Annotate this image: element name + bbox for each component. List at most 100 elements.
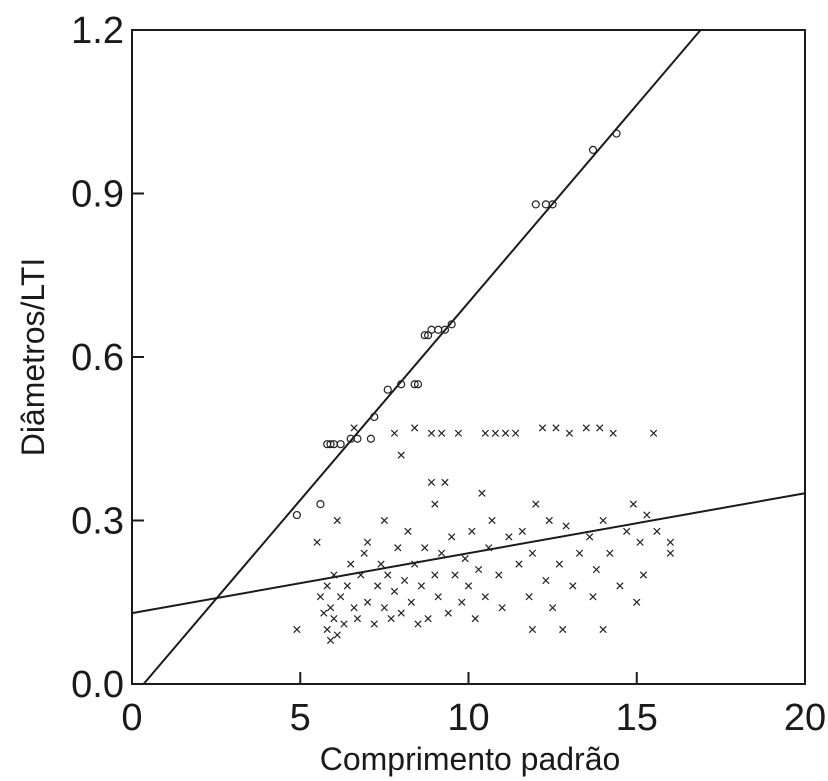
x-point — [326, 604, 335, 612]
x-point — [555, 560, 563, 568]
x-point — [666, 538, 675, 546]
data-points — [292, 129, 675, 645]
x-point — [363, 538, 372, 546]
x-point — [461, 555, 469, 563]
x-point — [451, 571, 459, 579]
circle-point — [383, 385, 392, 394]
x-point — [592, 565, 600, 574]
circle-point — [292, 510, 301, 520]
circle-point — [531, 200, 540, 209]
circle-point — [353, 434, 362, 443]
x-point — [330, 571, 338, 579]
x-tick-label: 15 — [616, 697, 658, 739]
x-axis-title: Comprimento padrão — [320, 741, 621, 777]
x-point — [441, 478, 449, 486]
x-point — [417, 582, 426, 590]
x-point — [481, 429, 489, 437]
x-point — [629, 500, 638, 508]
x-point — [532, 500, 540, 508]
circle-point — [588, 145, 598, 154]
x-point — [350, 424, 358, 432]
circle-point — [427, 325, 436, 334]
x-point — [340, 620, 348, 628]
x-point — [545, 516, 553, 525]
x-point — [552, 424, 560, 432]
x-tick-label: 10 — [447, 697, 489, 739]
x-point — [397, 609, 405, 617]
x-point — [347, 560, 355, 568]
x-point — [320, 609, 328, 617]
x-point — [458, 598, 466, 606]
circle-point — [410, 380, 419, 389]
x-point — [444, 609, 452, 617]
x-point — [316, 593, 325, 601]
x-point — [518, 527, 526, 536]
x-tick-label: 0 — [121, 697, 142, 739]
x-point — [653, 527, 661, 536]
x-point — [437, 429, 446, 437]
x-point — [380, 516, 388, 525]
x-point — [343, 582, 351, 590]
x-tick-label: 20 — [784, 697, 826, 739]
x-point — [434, 593, 442, 601]
circle-point — [326, 440, 335, 449]
x-point — [549, 604, 557, 612]
x-point — [370, 620, 378, 628]
x-point — [313, 538, 321, 546]
x-point — [363, 598, 372, 606]
x-point — [488, 516, 496, 525]
x-point — [353, 614, 362, 623]
x-point — [538, 424, 547, 432]
x-point — [616, 582, 624, 590]
x-point — [606, 549, 614, 557]
x-point — [387, 614, 395, 623]
x-point — [400, 576, 409, 585]
x-point — [337, 593, 345, 601]
x-point — [454, 429, 463, 437]
x-point — [421, 544, 429, 552]
x-point — [562, 522, 570, 530]
x-point — [431, 500, 439, 508]
x-point — [515, 560, 523, 568]
x-point — [623, 527, 631, 536]
x-point — [501, 429, 510, 437]
x-point — [474, 565, 483, 574]
x-point — [596, 424, 604, 432]
circle-point — [420, 331, 429, 340]
y-tick-label: 0.6 — [71, 337, 124, 379]
x-point — [471, 614, 479, 623]
y-tick-label: 0.3 — [71, 501, 124, 543]
x-point — [390, 587, 399, 595]
x-point — [528, 625, 537, 634]
x-point — [323, 582, 331, 590]
x-point — [330, 614, 338, 623]
x-tick-label: 5 — [290, 697, 311, 739]
x-point — [525, 593, 533, 601]
regression-line — [131, 492, 806, 615]
x-point — [380, 604, 388, 612]
circle-point — [316, 500, 325, 509]
x-point — [350, 604, 358, 612]
x-point — [384, 571, 392, 579]
y-tick-label: 1.2 — [71, 10, 124, 52]
x-point — [333, 516, 341, 525]
x-point — [390, 429, 399, 437]
x-point — [414, 620, 422, 628]
x-point — [559, 625, 567, 634]
circle-point — [541, 200, 550, 209]
x-point — [323, 625, 331, 634]
x-point — [424, 614, 432, 623]
circle-point — [612, 129, 621, 138]
y-axis-title: Diâmetros/LTI — [15, 258, 51, 457]
x-point — [586, 533, 594, 541]
x-point — [569, 582, 577, 590]
x-point — [397, 451, 405, 459]
x-point — [333, 631, 341, 639]
x-point — [427, 478, 436, 486]
y-tick-label: 0.9 — [71, 174, 124, 216]
circle-point — [447, 320, 456, 329]
x-point — [394, 544, 402, 552]
x-point — [491, 429, 500, 437]
x-point — [633, 598, 641, 606]
